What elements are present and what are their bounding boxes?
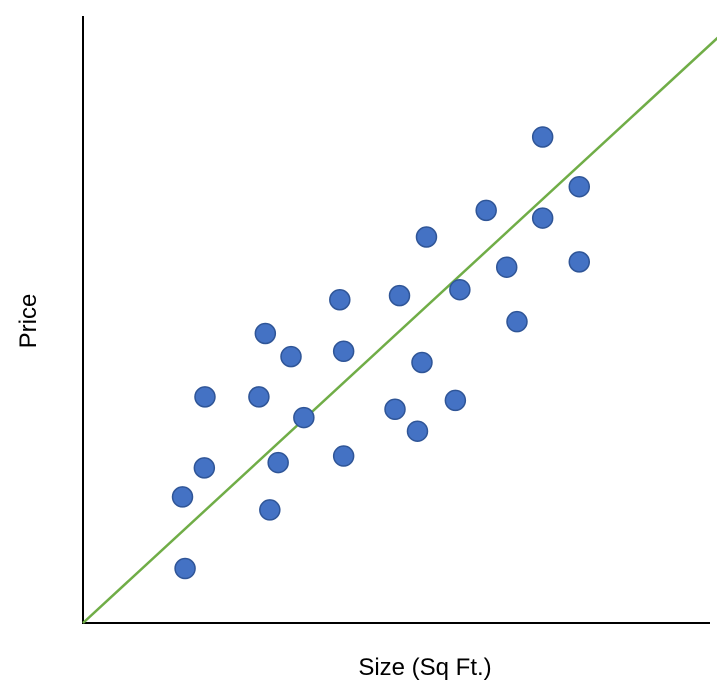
data-point: [568, 175, 591, 198]
data-point: [415, 226, 438, 248]
data-point: [475, 199, 497, 222]
data-points: [171, 126, 591, 580]
data-point: [449, 278, 471, 301]
data-point: [329, 289, 351, 311]
data-point: [259, 499, 281, 521]
trendline: [82, 36, 717, 624]
data-point: [280, 345, 302, 368]
data-point: [495, 256, 518, 278]
data-point: [193, 457, 216, 479]
x-axis-title: Size (Sq Ft.): [358, 654, 491, 681]
data-point: [388, 284, 411, 307]
data-point: [531, 207, 554, 229]
data-point: [171, 486, 194, 508]
data-point: [568, 251, 591, 273]
data-point: [332, 340, 355, 363]
data-point: [444, 389, 467, 412]
data-point: [411, 351, 433, 374]
data-point: [384, 398, 406, 421]
data-point: [194, 386, 216, 408]
y-axis-title: Price: [15, 294, 42, 349]
data-point: [531, 126, 554, 148]
data-point: [174, 557, 196, 580]
data-point: [267, 451, 289, 474]
data-point: [406, 420, 429, 442]
data-point: [254, 322, 277, 345]
data-point: [293, 406, 315, 429]
data-point: [248, 386, 270, 408]
data-point: [332, 445, 355, 467]
data-point: [506, 310, 528, 333]
